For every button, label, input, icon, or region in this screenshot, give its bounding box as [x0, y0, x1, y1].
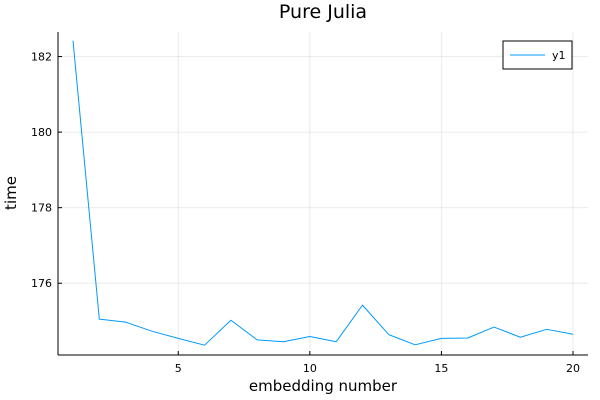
y-tick-label: 182: [31, 51, 52, 64]
legend: y1: [502, 40, 573, 70]
y-tick-label: 178: [31, 202, 52, 215]
y-tick-label: 180: [31, 126, 52, 139]
legend-label: y1: [552, 49, 566, 62]
y-tick-label: 176: [31, 277, 52, 290]
axes: [57, 32, 588, 356]
x-tick-label: 5: [175, 362, 182, 375]
series-layer: [72, 40, 574, 346]
y-axis-label: time: [2, 176, 20, 210]
x-axis-label: embedding number: [249, 377, 398, 395]
x-tick-label: 20: [566, 362, 580, 375]
x-tick-label: 15: [434, 362, 448, 375]
ticks: 5 10 15 20 176 178 180 182: [31, 51, 580, 375]
series-line: [72, 40, 574, 346]
x-tick-label: 10: [303, 362, 317, 375]
chart-title: Pure Julia: [279, 1, 367, 23]
grid-layer: [58, 32, 588, 355]
